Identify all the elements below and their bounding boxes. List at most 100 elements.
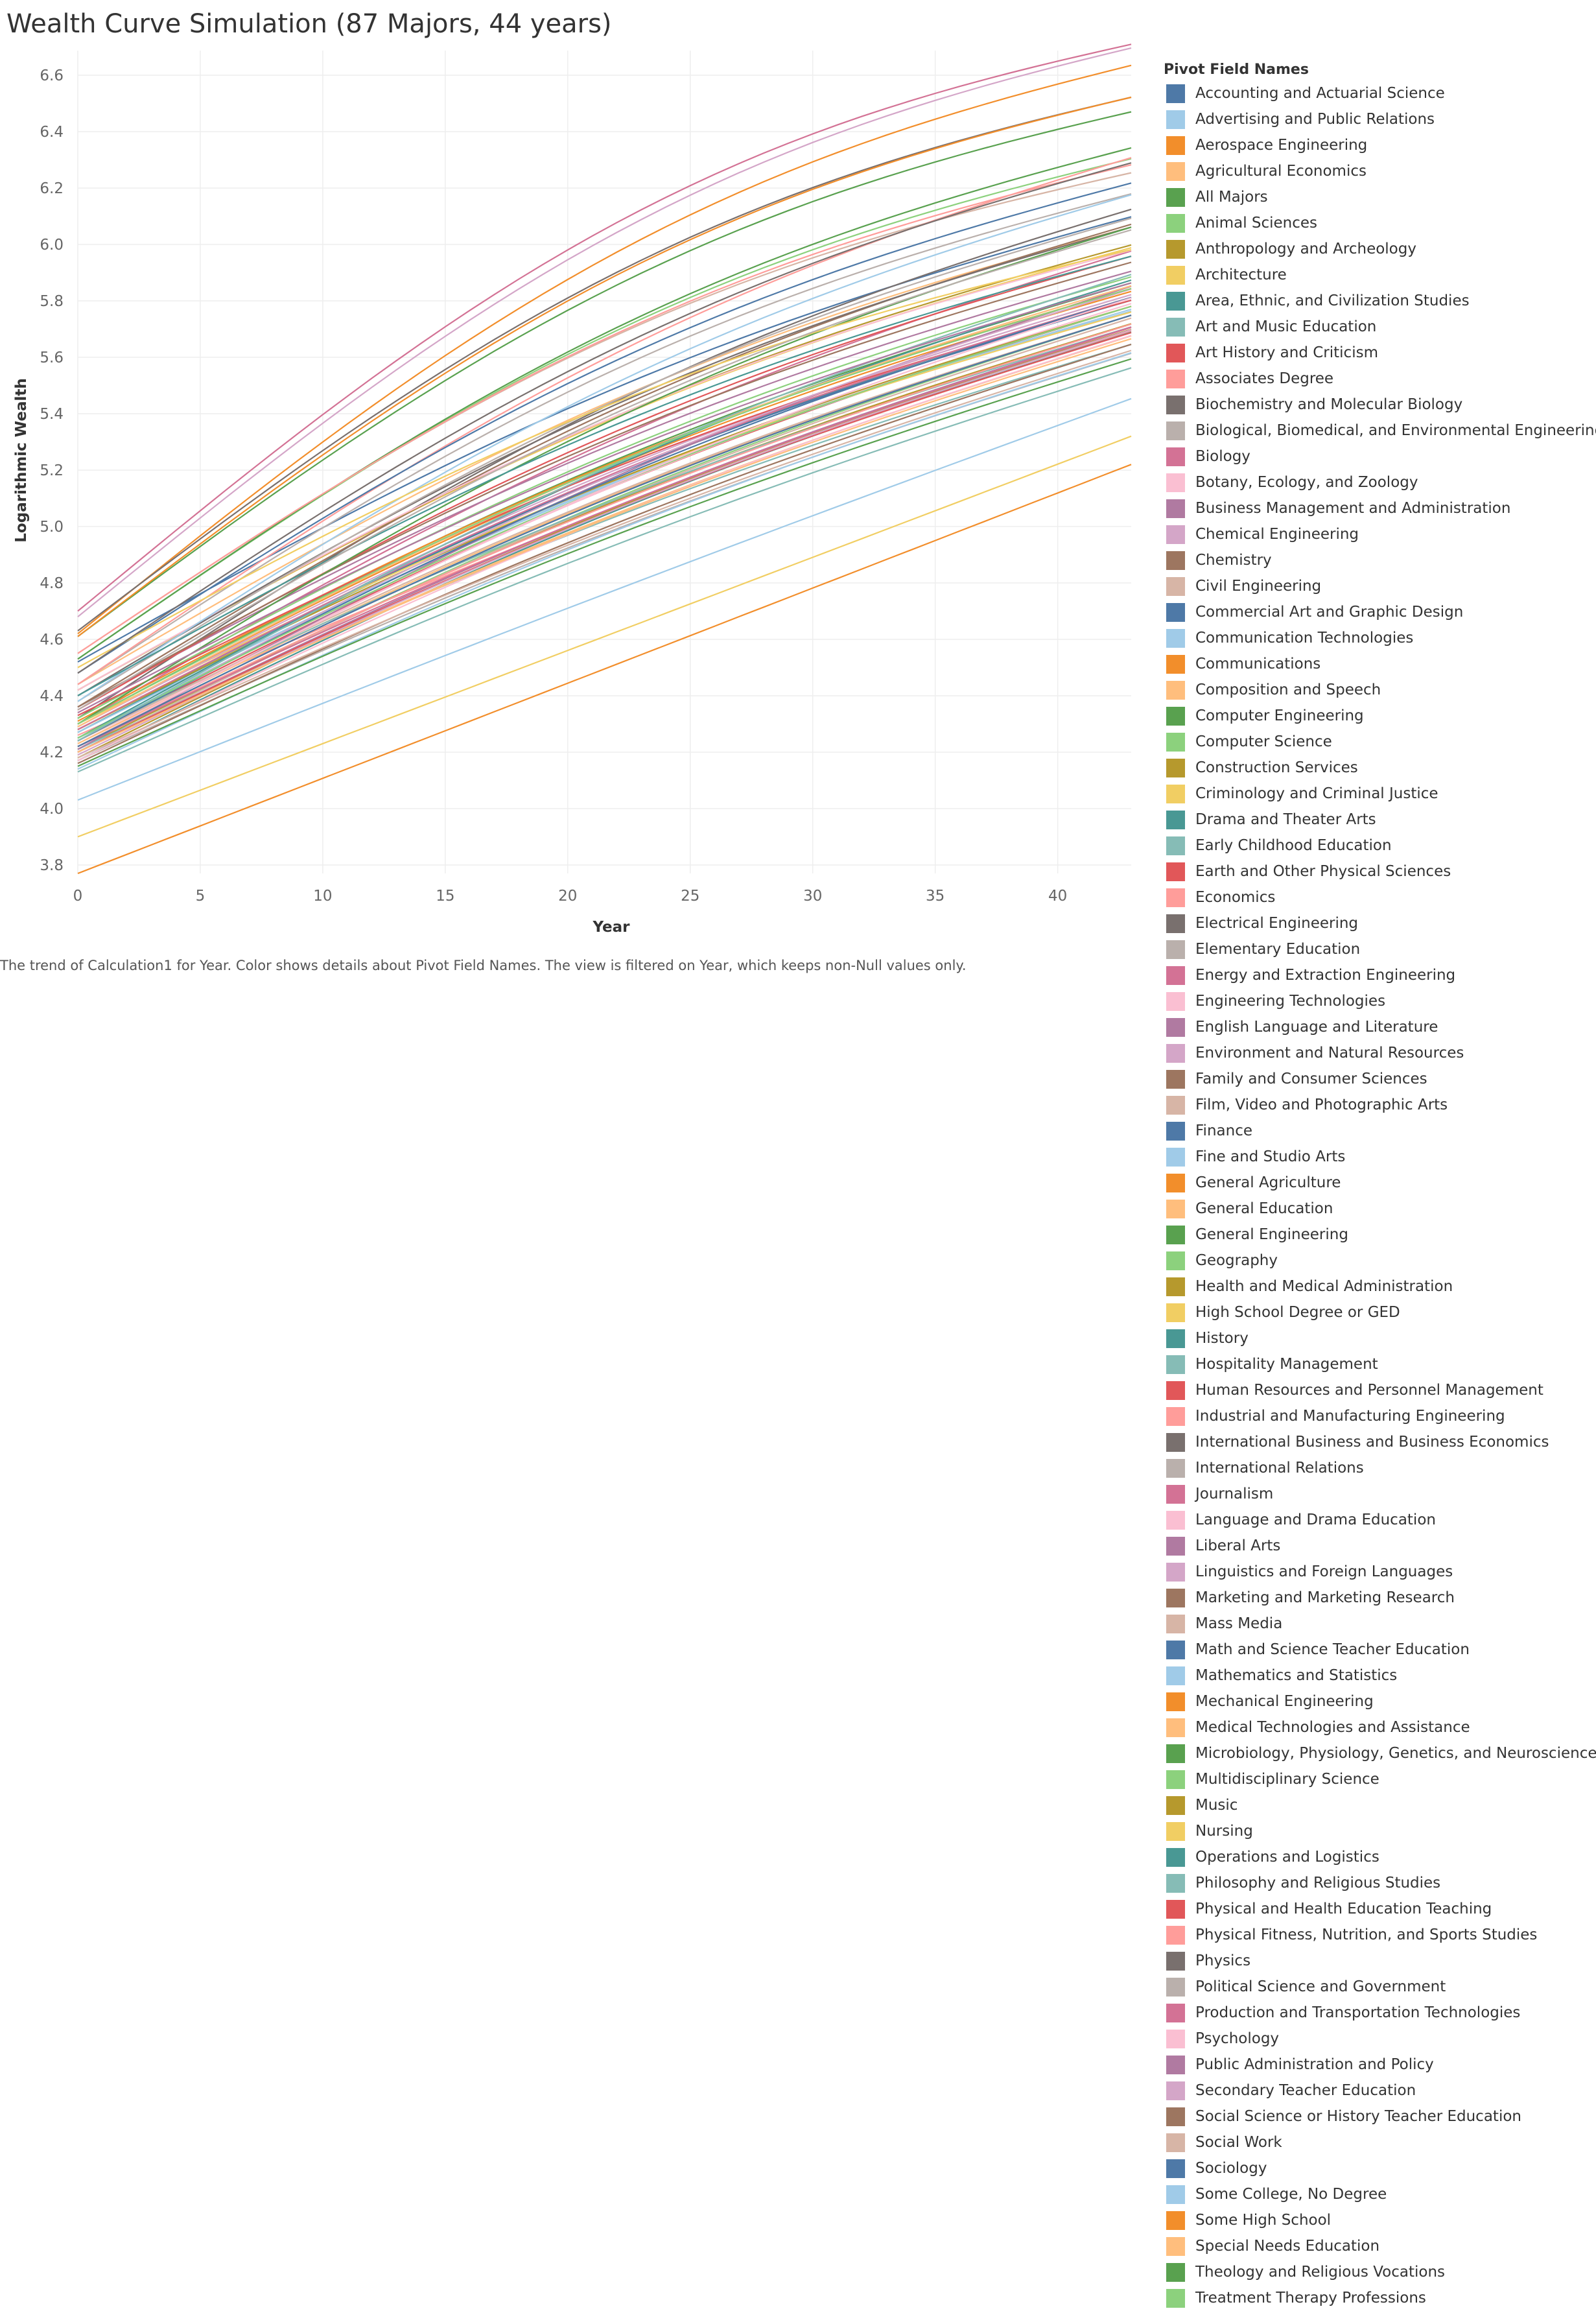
legend-item[interactable]: Human Resources and Personnel Management <box>1164 1377 1596 1403</box>
legend-item[interactable]: General Agriculture <box>1164 1170 1596 1196</box>
legend-label: Advertising and Public Relations <box>1195 111 1435 128</box>
legend-item[interactable]: English Language and Literature <box>1164 1014 1596 1040</box>
series-line-some-college-no-degree <box>77 397 1132 801</box>
series-line-high-school-degree-or-ged <box>77 435 1132 838</box>
legend-item[interactable]: Elementary Education <box>1164 936 1596 962</box>
legend-item[interactable]: Mechanical Engineering <box>1164 1689 1596 1714</box>
legend-item[interactable]: Public Administration and Policy <box>1164 2052 1596 2078</box>
legend-item[interactable]: Social Science or History Teacher Educat… <box>1164 2104 1596 2129</box>
legend-item[interactable]: Treatment Therapy Professions <box>1164 2285 1596 2311</box>
legend-swatch <box>1166 966 1185 985</box>
legend-item[interactable]: Economics <box>1164 884 1596 910</box>
legend-item[interactable]: Journalism <box>1164 1481 1596 1507</box>
legend-item[interactable]: Area, Ethnic, and Civilization Studies <box>1164 288 1596 314</box>
legend-item[interactable]: General Engineering <box>1164 1222 1596 1248</box>
legend-swatch <box>1166 628 1185 648</box>
legend-item[interactable]: Animal Sciences <box>1164 210 1596 236</box>
legend-item[interactable]: Some College, No Degree <box>1164 2181 1596 2207</box>
legend-item[interactable]: Social Work <box>1164 2129 1596 2155</box>
legend-item[interactable]: Mass Media <box>1164 1611 1596 1637</box>
legend-item[interactable]: Marketing and Marketing Research <box>1164 1585 1596 1611</box>
legend-item[interactable]: History <box>1164 1325 1596 1351</box>
legend-item[interactable]: Composition and Speech <box>1164 677 1596 703</box>
legend-item[interactable]: Fine and Studio Arts <box>1164 1144 1596 1170</box>
legend-item[interactable]: Special Needs Education <box>1164 2233 1596 2259</box>
legend-item[interactable]: Liberal Arts <box>1164 1533 1596 1559</box>
legend-item[interactable]: All Majors <box>1164 184 1596 210</box>
legend-item[interactable]: Communications <box>1164 651 1596 677</box>
legend-item[interactable]: High School Degree or GED <box>1164 1299 1596 1325</box>
legend-item[interactable]: Aerospace Engineering <box>1164 132 1596 158</box>
legend-item[interactable]: Psychology <box>1164 2026 1596 2052</box>
legend-item[interactable]: Operations and Logistics <box>1164 1844 1596 1870</box>
legend-item[interactable]: Health and Medical Administration <box>1164 1274 1596 1299</box>
legend-item[interactable]: Secondary Teacher Education <box>1164 2078 1596 2104</box>
legend-item[interactable]: Advertising and Public Relations <box>1164 106 1596 132</box>
legend-item[interactable]: Accounting and Actuarial Science <box>1164 80 1596 106</box>
legend-item[interactable]: Computer Science <box>1164 729 1596 755</box>
legend-item[interactable]: Associates Degree <box>1164 366 1596 392</box>
legend-label: Industrial and Manufacturing Engineering <box>1195 1408 1505 1425</box>
legend-item[interactable]: Physics <box>1164 1948 1596 1974</box>
legend-item[interactable]: International Business and Business Econ… <box>1164 1429 1596 1455</box>
series-line-biological-biomedical-and-environmental-engineering <box>77 193 1132 685</box>
legend-item[interactable]: Commercial Art and Graphic Design <box>1164 599 1596 625</box>
legend-label: Special Needs Education <box>1195 2238 1380 2255</box>
legend-swatch <box>1166 1303 1185 1322</box>
legend-item[interactable]: Computer Engineering <box>1164 703 1596 729</box>
legend-item[interactable]: Medical Technologies and Assistance <box>1164 1714 1596 1740</box>
legend-item[interactable]: Construction Services <box>1164 755 1596 781</box>
legend-item[interactable]: Energy and Extraction Engineering <box>1164 962 1596 988</box>
legend-item[interactable]: Math and Science Teacher Education <box>1164 1637 1596 1663</box>
legend-item[interactable]: General Education <box>1164 1196 1596 1222</box>
legend-item[interactable]: Nursing <box>1164 1818 1596 1844</box>
legend-item[interactable]: Engineering Technologies <box>1164 988 1596 1014</box>
legend-item[interactable]: Mathematics and Statistics <box>1164 1663 1596 1689</box>
legend-item[interactable]: Physical Fitness, Nutrition, and Sports … <box>1164 1922 1596 1948</box>
legend-item[interactable]: Botany, Ecology, and Zoology <box>1164 469 1596 495</box>
legend-item[interactable]: Political Science and Government <box>1164 1974 1596 2000</box>
legend-title: Pivot Field Names <box>1164 62 1309 78</box>
legend-item[interactable]: Early Childhood Education <box>1164 833 1596 859</box>
legend-item[interactable]: Biological, Biomedical, and Environmenta… <box>1164 418 1596 444</box>
legend-item[interactable]: Drama and Theater Arts <box>1164 807 1596 833</box>
legend-item[interactable]: Multidisciplinary Science <box>1164 1766 1596 1792</box>
legend-item[interactable]: Criminology and Criminal Justice <box>1164 781 1596 807</box>
legend-item[interactable]: Anthropology and Archeology <box>1164 236 1596 262</box>
legend[interactable]: Pivot Field Names Accounting and Actuari… <box>1164 60 1596 2311</box>
series-line-special-needs-education <box>77 338 1132 753</box>
legend-item[interactable]: Electrical Engineering <box>1164 910 1596 936</box>
legend-item[interactable]: Communication Technologies <box>1164 625 1596 651</box>
legend-item[interactable]: Finance <box>1164 1118 1596 1144</box>
legend-item[interactable]: Art History and Criticism <box>1164 340 1596 366</box>
legend-item[interactable]: Architecture <box>1164 262 1596 288</box>
legend-item[interactable]: Production and Transportation Technologi… <box>1164 2000 1596 2026</box>
legend-item[interactable]: Art and Music Education <box>1164 314 1596 340</box>
legend-item[interactable]: Microbiology, Physiology, Genetics, and … <box>1164 1740 1596 1766</box>
legend-item[interactable]: Chemistry <box>1164 547 1596 573</box>
legend-item[interactable]: Physical and Health Education Teaching <box>1164 1896 1596 1922</box>
legend-item[interactable]: Theology and Religious Vocations <box>1164 2259 1596 2285</box>
legend-item[interactable]: Agricultural Economics <box>1164 158 1596 184</box>
legend-item[interactable]: Earth and Other Physical Sciences <box>1164 859 1596 884</box>
legend-item[interactable]: Environment and Natural Resources <box>1164 1040 1596 1066</box>
legend-item[interactable]: Philosophy and Religious Studies <box>1164 1870 1596 1896</box>
legend-item[interactable]: Film, Video and Photographic Arts <box>1164 1092 1596 1118</box>
series-line-finance <box>77 182 1132 674</box>
legend-item[interactable]: International Relations <box>1164 1455 1596 1481</box>
legend-item[interactable]: Industrial and Manufacturing Engineering <box>1164 1403 1596 1429</box>
legend-item[interactable]: Business Management and Administration <box>1164 495 1596 521</box>
legend-item[interactable]: Geography <box>1164 1248 1596 1274</box>
legend-item[interactable]: Chemical Engineering <box>1164 521 1596 547</box>
legend-item[interactable]: Music <box>1164 1792 1596 1818</box>
legend-item[interactable]: Civil Engineering <box>1164 573 1596 599</box>
legend-item[interactable]: Language and Drama Education <box>1164 1507 1596 1533</box>
legend-label: Communications <box>1195 656 1321 672</box>
legend-item[interactable]: Some High School <box>1164 2207 1596 2233</box>
legend-item[interactable]: Hospitality Management <box>1164 1351 1596 1377</box>
legend-item[interactable]: Family and Consumer Sciences <box>1164 1066 1596 1092</box>
legend-item[interactable]: Sociology <box>1164 2155 1596 2181</box>
legend-item[interactable]: Biology <box>1164 444 1596 469</box>
legend-item[interactable]: Biochemistry and Molecular Biology <box>1164 392 1596 418</box>
legend-item[interactable]: Linguistics and Foreign Languages <box>1164 1559 1596 1585</box>
